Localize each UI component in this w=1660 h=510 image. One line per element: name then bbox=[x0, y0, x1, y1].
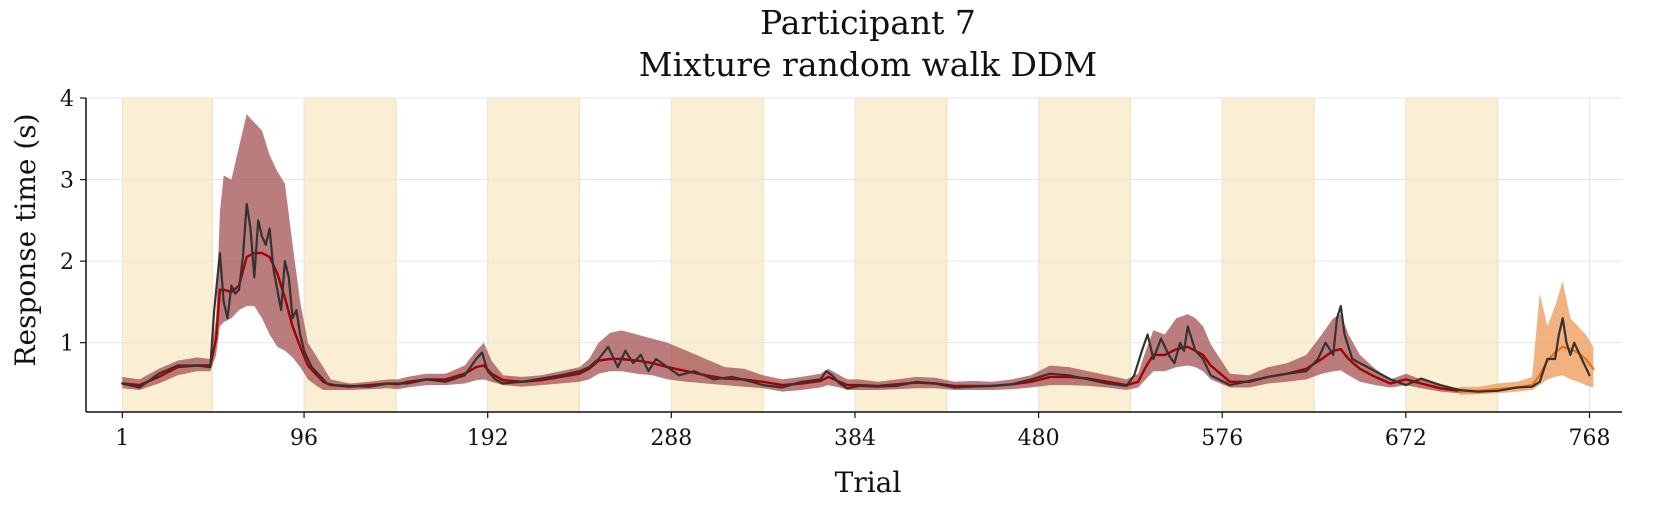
shaded-block-7 bbox=[1405, 97, 1499, 413]
shaded-block-1 bbox=[303, 97, 397, 413]
x-tick-label-6: 576 bbox=[1201, 426, 1243, 451]
x-tick-label-0: 1 bbox=[115, 426, 129, 451]
series-1-fit_mean bbox=[121, 251, 1480, 394]
shaded-block-2 bbox=[487, 97, 581, 413]
chart-title-line-2: Mixture random walk DDM bbox=[639, 45, 1097, 84]
x-tick-label-5: 480 bbox=[1018, 426, 1060, 451]
axes bbox=[85, 98, 1622, 413]
series-4-observed bbox=[121, 202, 1591, 393]
x-tick-label-2: 192 bbox=[467, 426, 509, 451]
series-group bbox=[121, 114, 1595, 395]
grid-lines bbox=[86, 97, 1622, 412]
shaded-block-5 bbox=[1038, 97, 1131, 413]
series-0-fit_band bbox=[122, 114, 1479, 395]
x-tick-label-3: 288 bbox=[650, 426, 692, 451]
y-tick-label-2: 3 bbox=[60, 169, 74, 194]
x-tick-label-7: 672 bbox=[1385, 426, 1427, 451]
y-tick-label-3: 4 bbox=[60, 87, 74, 112]
x-axis-label: Trial bbox=[835, 466, 902, 499]
y-tick-label-1: 2 bbox=[60, 250, 74, 275]
series-2-prediction_band bbox=[1459, 281, 1594, 395]
tick-labels: 1 96 192 288 384 480 576 672 768 1 2 3 4 bbox=[60, 87, 1610, 451]
x-tick-label-8: 768 bbox=[1568, 426, 1610, 451]
x-tick-label-1: 96 bbox=[290, 426, 318, 451]
y-axis-label: Response time (s) bbox=[9, 113, 42, 366]
x-tick-label-4: 384 bbox=[834, 426, 876, 451]
shaded-block-4 bbox=[854, 97, 948, 413]
chart-title-line-1: Participant 7 bbox=[760, 3, 976, 42]
y-tick-label-0: 1 bbox=[60, 332, 74, 357]
